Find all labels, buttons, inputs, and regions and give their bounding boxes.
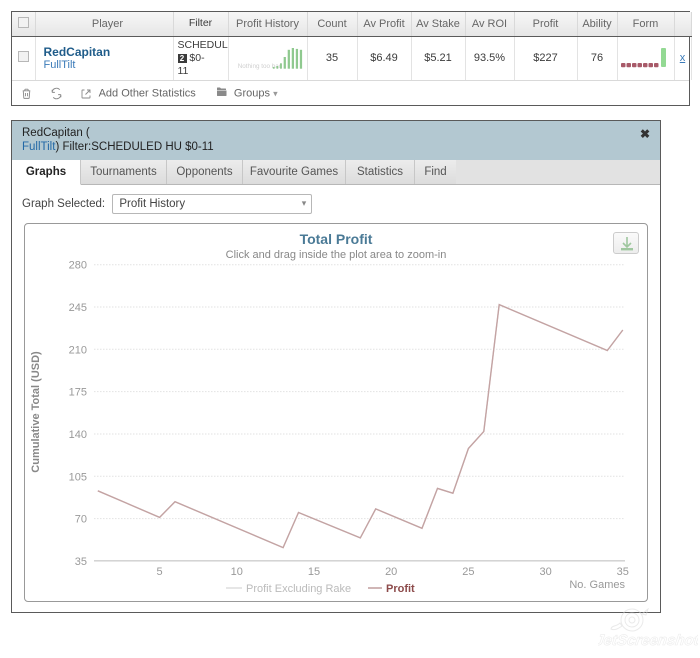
svg-text:10: 10 — [231, 566, 243, 578]
svg-text:245: 245 — [69, 302, 87, 314]
svg-text:175: 175 — [69, 387, 87, 399]
svg-text:15: 15 — [308, 566, 320, 578]
svg-text:Profit Excluding Rake: Profit Excluding Rake — [246, 583, 351, 595]
svg-text:35: 35 — [75, 556, 87, 568]
svg-text:35: 35 — [617, 566, 629, 578]
svg-text:30: 30 — [539, 566, 551, 578]
svg-text:Profit: Profit — [386, 583, 415, 595]
svg-text:5: 5 — [157, 566, 163, 578]
svg-text:140: 140 — [69, 429, 87, 441]
svg-text:210: 210 — [69, 344, 87, 356]
svg-text:25: 25 — [462, 566, 474, 578]
svg-text:Nothing too bad: Nothing too bad — [237, 63, 282, 70]
svg-text:JetScreenshot: JetScreenshot — [598, 632, 698, 649]
svg-text:Cumulative Total (USD): Cumulative Total (USD) — [30, 351, 42, 473]
svg-text:105: 105 — [69, 471, 87, 483]
svg-text:20: 20 — [385, 566, 397, 578]
svg-text:No. Games: No. Games — [569, 579, 625, 591]
svg-text:280: 280 — [69, 260, 87, 272]
svg-text:70: 70 — [75, 514, 87, 526]
